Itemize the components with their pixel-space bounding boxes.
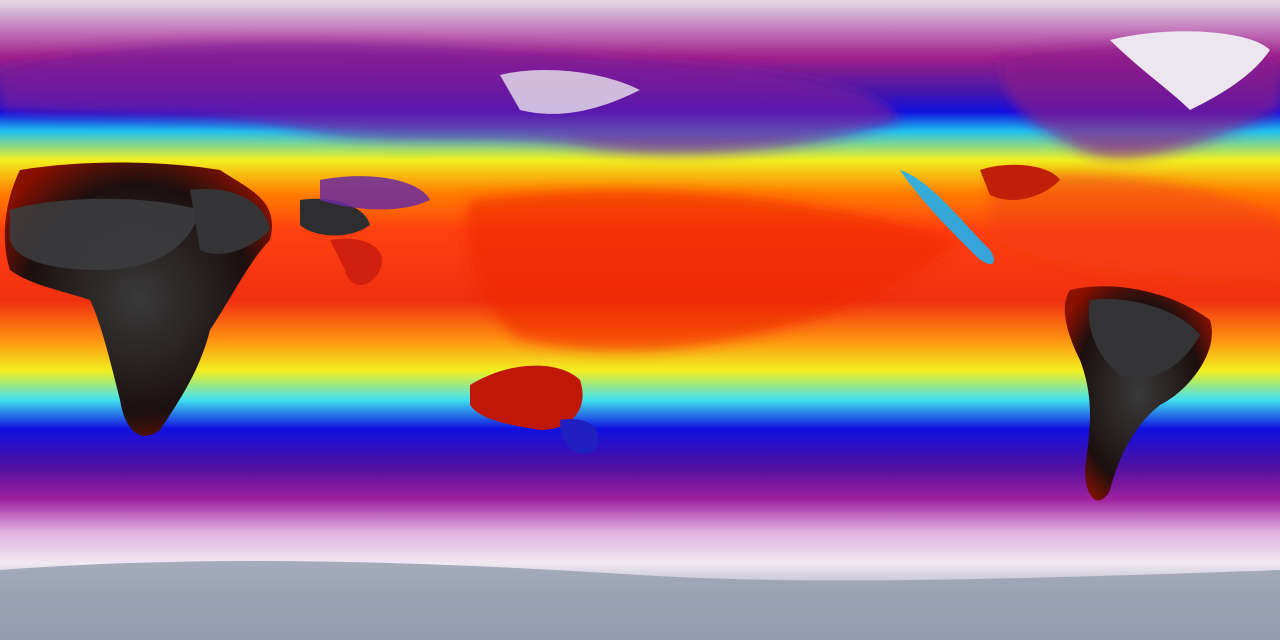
arabia	[190, 189, 270, 254]
eurasia-cold-region	[0, 42, 900, 154]
iran	[300, 198, 370, 236]
india	[330, 238, 382, 285]
greenland	[1110, 31, 1270, 110]
asia-plateau	[500, 70, 640, 114]
pacific-warm-tongue	[466, 190, 960, 351]
mexico-hot	[980, 164, 1060, 200]
tibet	[320, 176, 430, 210]
australia	[470, 365, 583, 430]
atlantic-warm-tongue	[990, 173, 1280, 280]
antarctica	[0, 560, 1280, 640]
sahara	[10, 198, 200, 270]
amazon	[1088, 299, 1200, 379]
tasmania-nz	[560, 419, 599, 454]
central-america	[900, 170, 995, 265]
